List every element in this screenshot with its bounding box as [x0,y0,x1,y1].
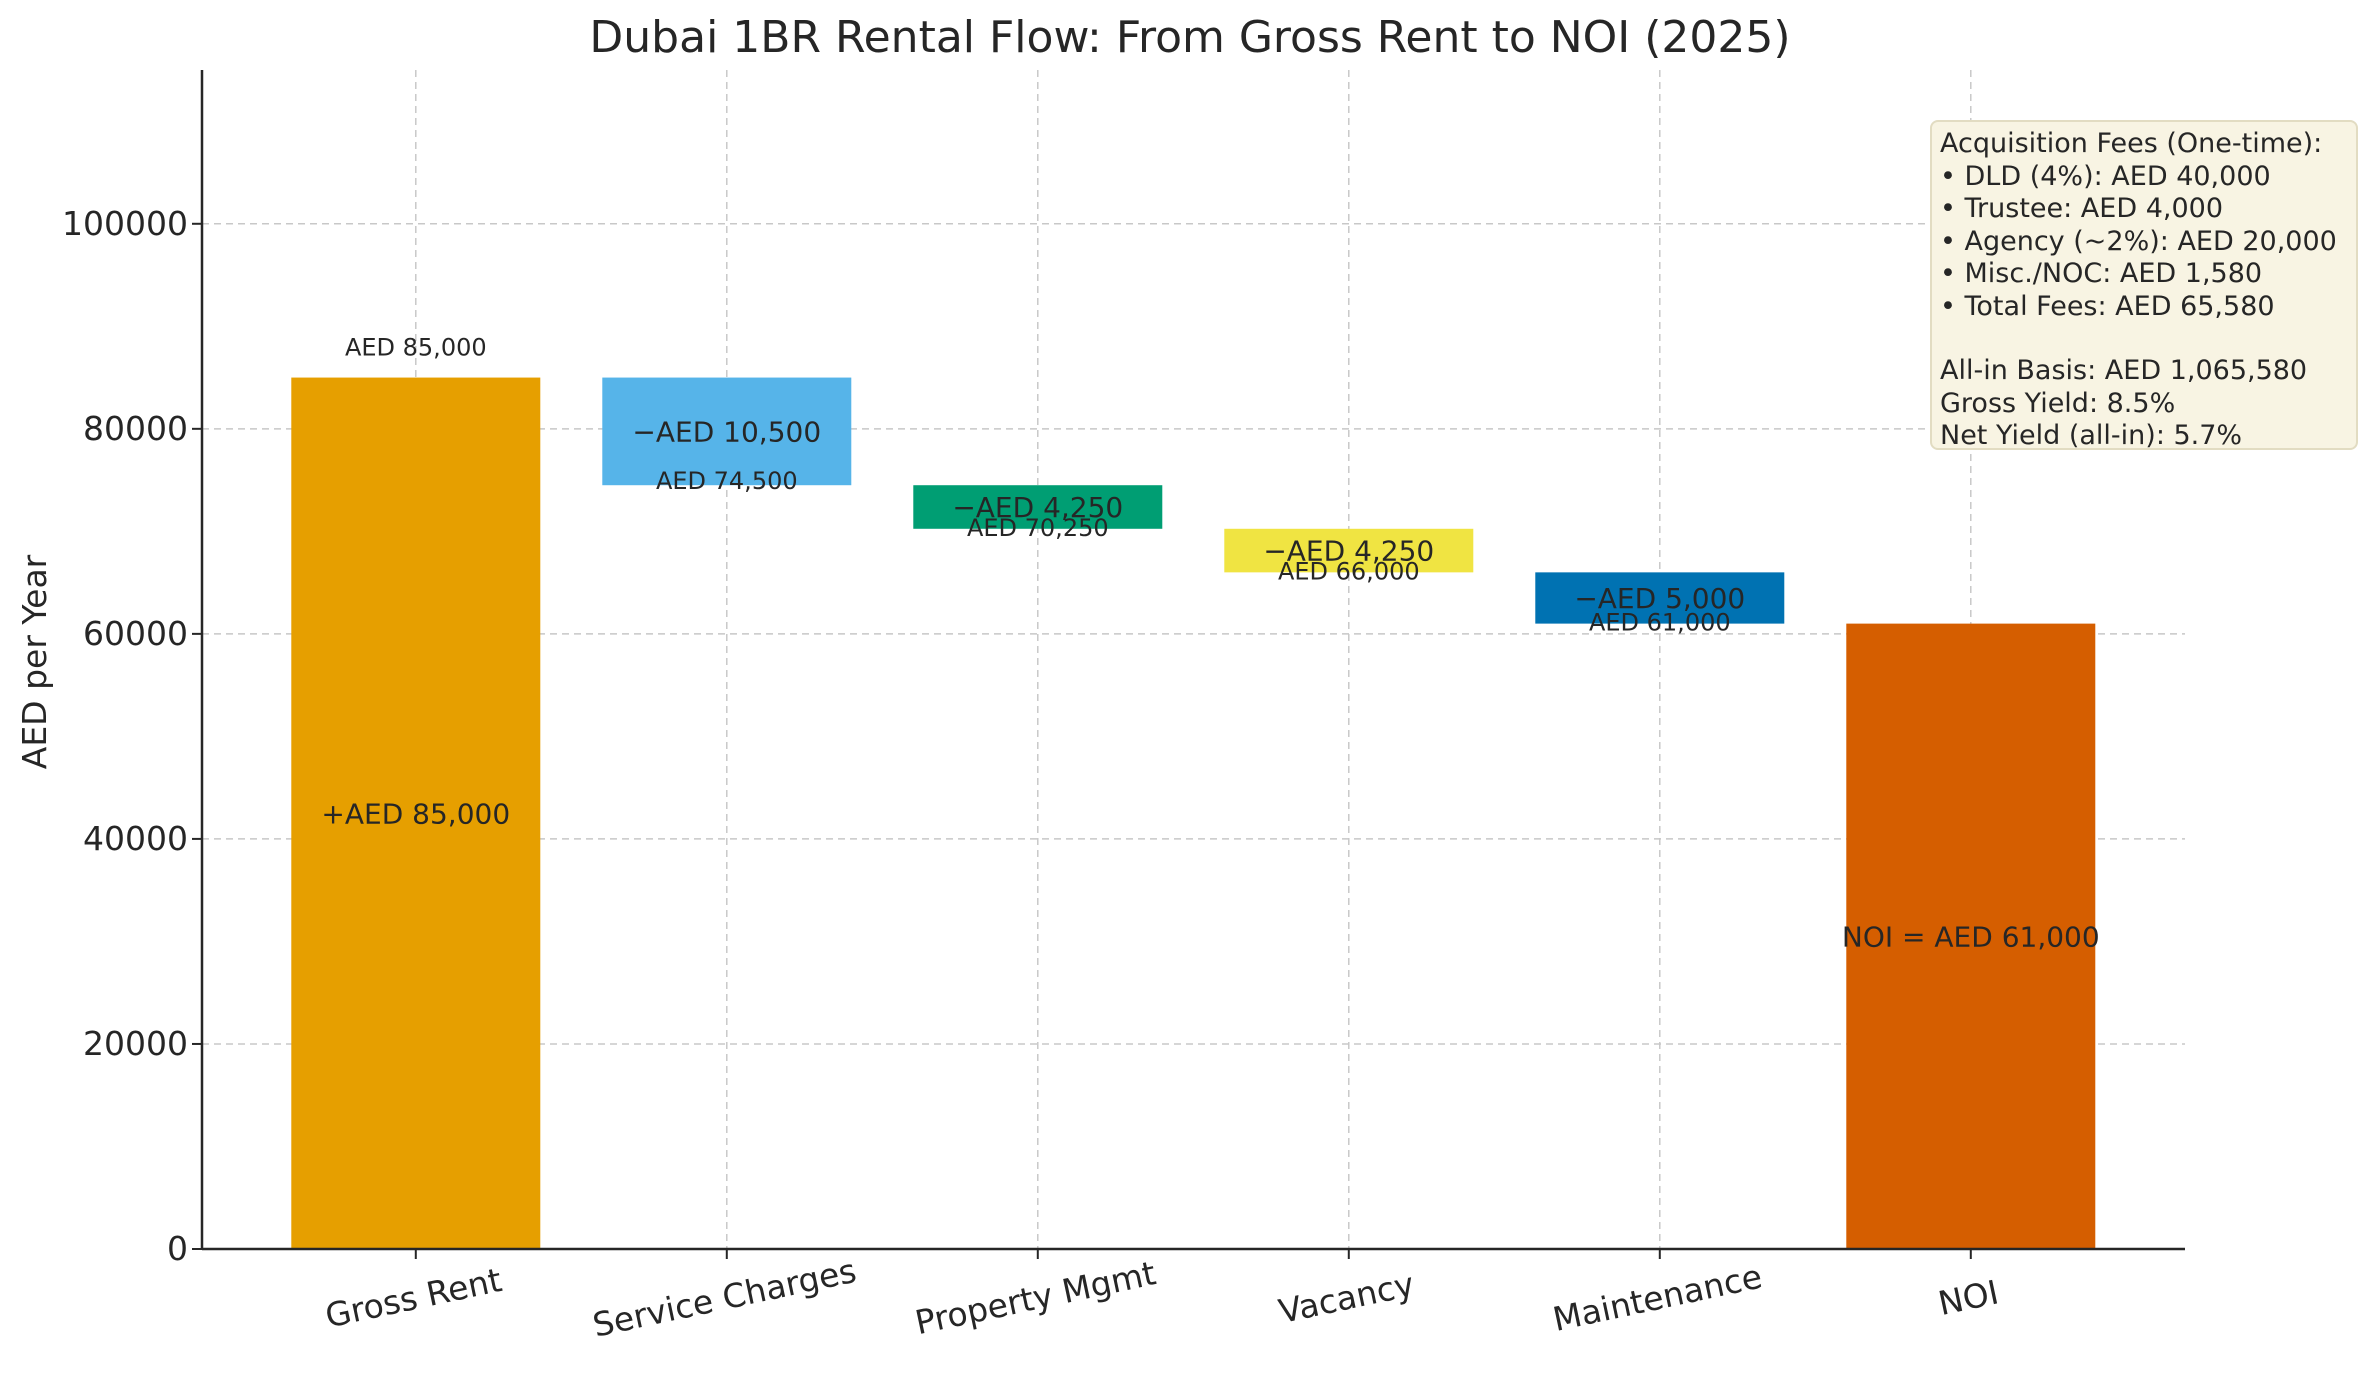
y-tick-label: 60000 [83,614,188,653]
y-tick-label: 40000 [83,819,188,858]
bar-property-mgmt [913,485,1163,529]
y-tick-label: 0 [167,1229,188,1268]
annotation-yield-lines: All-in Basis: AED 1,065,580 Gross Yield: … [1940,355,2348,453]
x-tick-label: Maintenance [1549,1257,1765,1339]
bar-service-charges [602,377,852,486]
x-tick-label: Vacancy [1275,1264,1417,1331]
annotation-line: Acquisition Fees (One-time): [1940,128,2323,159]
annotation-line: • DLD (4%): AED 40,000 [1940,160,2271,192]
y-tick-label: 80000 [83,409,188,448]
value-label-change: −AED 4,250 [952,491,1123,524]
value-label-change: −AED 5,000 [1574,582,1745,615]
bar-vacancy [1224,528,1474,573]
annotation-spacer [1940,323,2348,355]
annotation-line: All-in Basis: AED 1,065,580 [1940,355,2308,386]
y-tick-label: 20000 [83,1024,188,1063]
value-label-running-total: AED 70,250 [967,514,1109,542]
x-tick-label: NOI [1935,1272,2002,1323]
x-tick-label: Service Charges [589,1251,859,1345]
value-label-change: −AED 4,250 [1263,535,1434,568]
bars-group [291,377,2096,1250]
annotation-line: • Trustee: AED 4,000 [1940,193,2223,224]
chart-title: Dubai 1BR Rental Flow: From Gross Rent t… [589,12,1790,63]
bar-gross-rent [291,377,541,1250]
annotation-line: Gross Yield: 8.5% [1940,387,2176,419]
value-label-running-total: AED 74,500 [656,467,798,495]
annotation-line: • Total Fees: AED 65,580 [1940,290,2275,322]
annotation-line: • Misc./NOC: AED 1,580 [1940,258,2263,289]
value-label-change: −AED 10,500 [632,415,821,448]
bar-noi [1846,623,2096,1249]
annotation-line: • Agency (~2%): AED 20,000 [1940,225,2337,257]
annotation-fee-lines: Acquisition Fees (One-time): • DLD (4%): … [1940,128,2348,323]
value-label-change: +AED 85,000 [321,797,510,830]
y-axis-label: AED per Year [15,554,54,769]
x-tick-label: Gross Rent [322,1260,505,1335]
value-label-change: NOI = AED 61,000 [1842,920,2100,953]
acquisition-fees-annotation: Acquisition Fees (One-time): • DLD (4%): … [1930,120,2358,453]
x-tick-label: Property Mgmt [912,1253,1159,1342]
y-tick-label: 100000 [62,204,188,243]
labels-group: AED 85,000 +AED 85,000 AED 74,500 −AED 10,5… [321,334,2099,954]
value-label-running-total: AED 85,000 [345,334,487,362]
value-label-running-total: AED 66,000 [1278,557,1420,585]
value-label-running-total: AED 61,000 [1589,609,1731,637]
annotation-line: Net Yield (all-in): 5.7% [1940,420,2243,451]
bar-maintenance [1535,572,1785,624]
